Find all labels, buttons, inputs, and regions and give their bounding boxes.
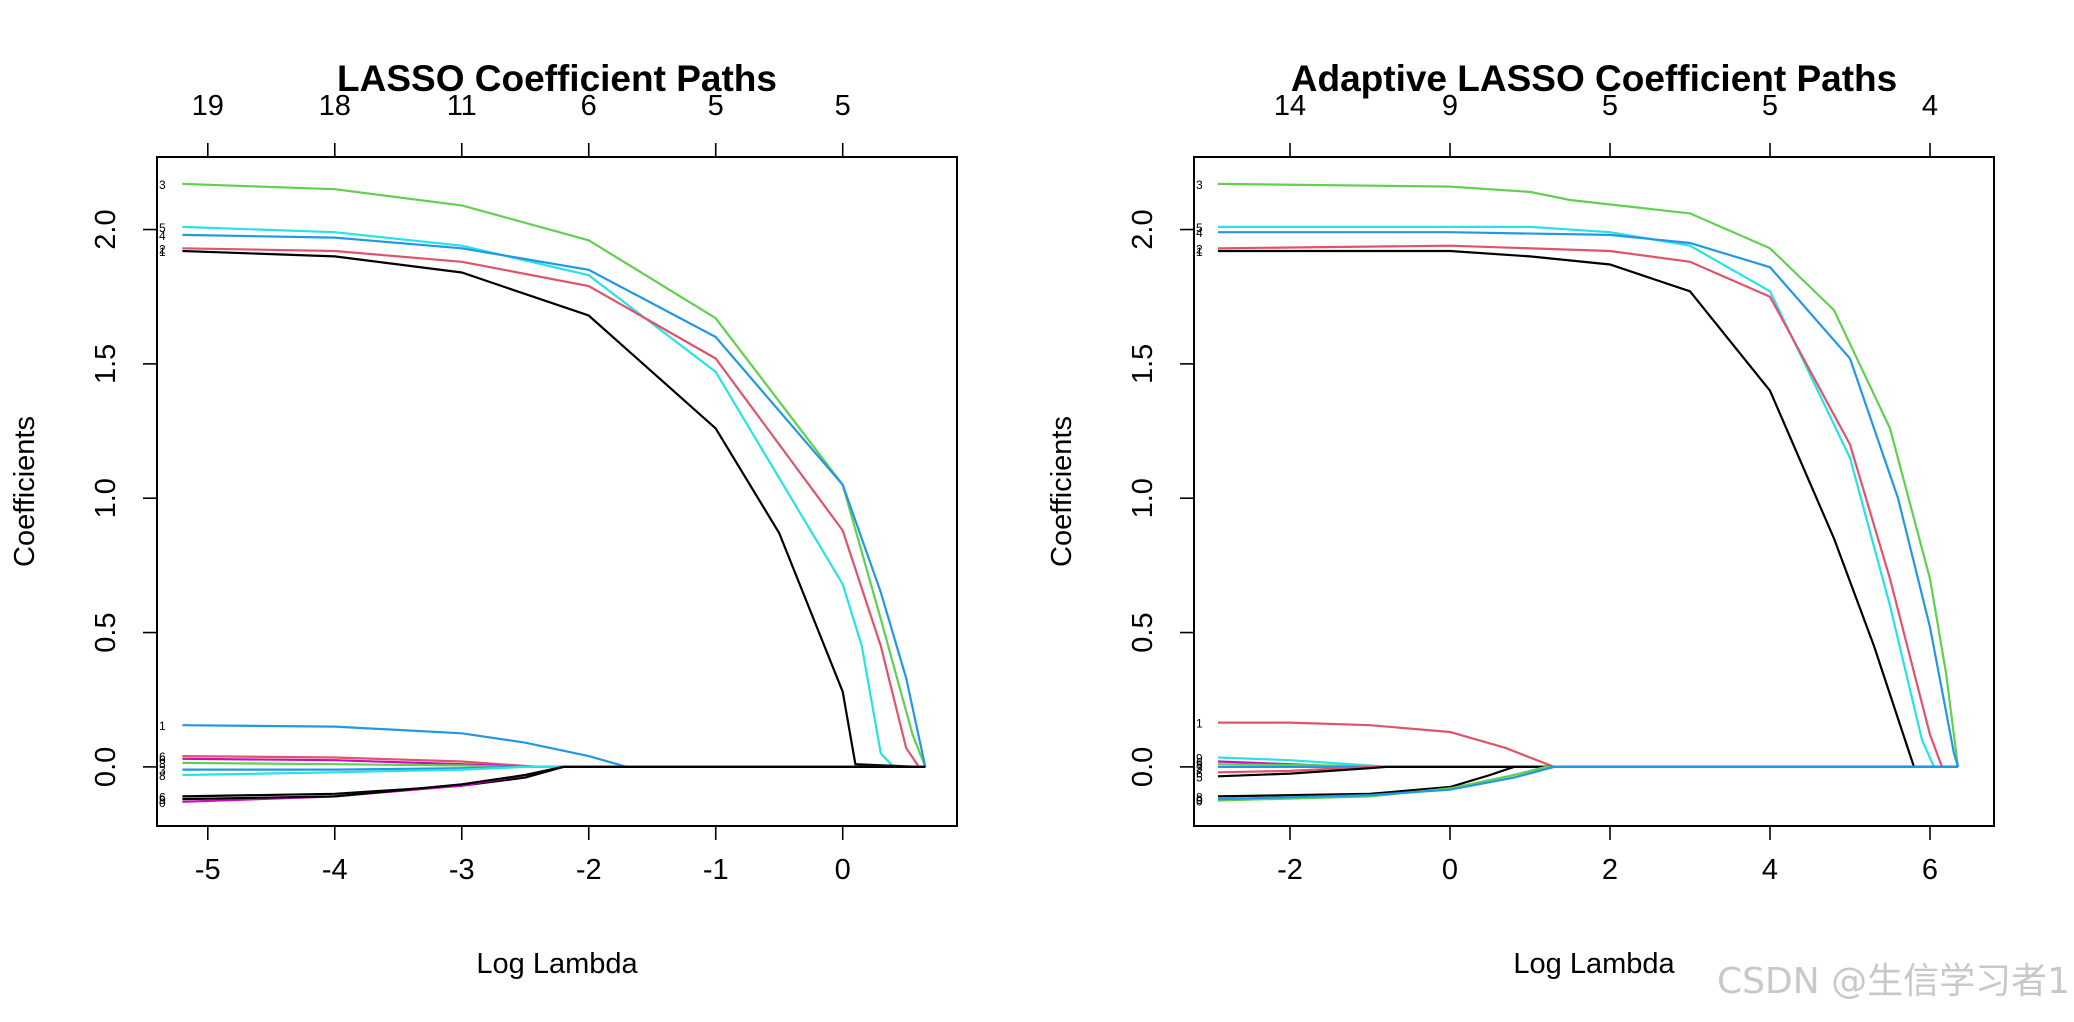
series-label: 8 bbox=[1196, 790, 1203, 804]
series-line-0-6 bbox=[182, 755, 926, 768]
y-tick-label: 1.5 bbox=[90, 344, 122, 384]
series-label: 4 bbox=[1196, 226, 1203, 240]
series-label: 6 bbox=[1196, 756, 1203, 770]
series-line-1-3 bbox=[1217, 244, 1944, 768]
series-label: 3 bbox=[1196, 761, 1203, 775]
x-tick-label: 0 bbox=[835, 854, 851, 886]
series-line-0-3 bbox=[182, 247, 920, 768]
plot-box bbox=[156, 156, 958, 827]
watermark: CSDN @生信学习者1 bbox=[1717, 961, 2070, 1002]
x-axis-label: Log Lambda bbox=[1513, 948, 1675, 980]
y-axis-label: Coefficients bbox=[1046, 416, 1078, 567]
top-tick-label: 14 bbox=[1274, 90, 1306, 122]
top-tick-label: 4 bbox=[1922, 90, 1938, 122]
series-line-0-11 bbox=[182, 765, 926, 798]
series-label: 5 bbox=[1196, 770, 1203, 784]
chart-title: LASSO Coefficient Paths bbox=[337, 58, 777, 99]
series-line-1-1 bbox=[1218, 225, 1936, 768]
series-line-1-0 bbox=[1217, 182, 1960, 768]
x-tick-label: 6 bbox=[1922, 854, 1938, 886]
top-tick-label: 11 bbox=[447, 90, 477, 122]
series-label: 9 bbox=[1196, 793, 1203, 807]
top-tick-label: 9 bbox=[1442, 90, 1458, 122]
series-line-1-4 bbox=[1218, 249, 1958, 768]
series-label: 0 bbox=[159, 796, 166, 810]
x-tick-label: 4 bbox=[1762, 854, 1778, 886]
y-tick-label: 0.0 bbox=[1127, 747, 1159, 787]
x-tick-label: -3 bbox=[449, 854, 475, 886]
series-label: 1 bbox=[1196, 717, 1203, 731]
series-label: 4 bbox=[159, 229, 166, 243]
y-tick-label: 1.0 bbox=[1127, 478, 1159, 518]
top-tick-label: 6 bbox=[581, 90, 597, 122]
y-tick-label: 0.5 bbox=[90, 612, 122, 652]
x-tick-label: 0 bbox=[1442, 854, 1458, 886]
series-line-0-13 bbox=[182, 765, 926, 801]
series-label: 6 bbox=[159, 753, 166, 767]
top-tick-label: 5 bbox=[1762, 90, 1778, 122]
series-label: 2 bbox=[159, 242, 166, 256]
series-line-1-2 bbox=[1218, 231, 1960, 768]
x-tick-label: 2 bbox=[1602, 854, 1618, 886]
y-tick-label: 0.5 bbox=[1127, 612, 1159, 652]
top-tick-label: 19 bbox=[192, 90, 224, 122]
plot-box bbox=[1193, 156, 1995, 827]
series-label: 6 bbox=[159, 790, 166, 804]
series-label: 8 bbox=[1196, 758, 1203, 772]
x-tick-label: -4 bbox=[322, 854, 348, 886]
series-line-0-1 bbox=[182, 225, 895, 768]
y-tick-label: 2.0 bbox=[1127, 209, 1159, 249]
series-label: 6 bbox=[1196, 766, 1203, 780]
x-tick-label: -2 bbox=[1277, 854, 1303, 886]
series-label: 9 bbox=[159, 793, 166, 807]
y-tick-label: 1.5 bbox=[1127, 344, 1159, 384]
x-tick-label: -1 bbox=[703, 854, 729, 886]
x-tick-label: -2 bbox=[576, 854, 602, 886]
series-label: 6 bbox=[159, 750, 166, 764]
series-label: 1 bbox=[159, 245, 166, 259]
top-tick-label: 5 bbox=[708, 90, 724, 122]
series-label: 0 bbox=[1196, 794, 1203, 808]
series-line-0-0 bbox=[182, 182, 927, 768]
series-line-1-5 bbox=[1218, 721, 1958, 768]
series-label: 5 bbox=[159, 221, 166, 235]
series-line-1-14 bbox=[1217, 765, 1958, 801]
series-label: 3 bbox=[159, 178, 166, 192]
series-line-0-4 bbox=[182, 249, 926, 768]
y-tick-label: 2.0 bbox=[90, 209, 122, 249]
series-label: 5 bbox=[1196, 221, 1203, 235]
series-label: 3 bbox=[159, 764, 166, 778]
x-tick-label: -5 bbox=[195, 854, 221, 886]
series-label: 8 bbox=[159, 757, 166, 771]
series-line-0-2 bbox=[182, 233, 927, 768]
series-label: 9 bbox=[1196, 751, 1203, 765]
y-tick-label: 1.0 bbox=[90, 478, 122, 518]
y-axis-label: Coefficients bbox=[9, 416, 41, 567]
top-tick-label: 5 bbox=[835, 90, 851, 122]
series-label: 1 bbox=[1196, 245, 1203, 259]
top-tick-label: 5 bbox=[1602, 90, 1618, 122]
chart-title: Adaptive LASSO Coefficient Paths bbox=[1291, 58, 1898, 99]
x-axis-label: Log Lambda bbox=[476, 948, 638, 980]
series-label: 2 bbox=[1196, 242, 1203, 256]
series-label: 8 bbox=[159, 769, 166, 783]
series-label: 3 bbox=[1196, 178, 1203, 192]
series-label: 1 bbox=[159, 719, 166, 733]
y-tick-label: 0.0 bbox=[90, 747, 122, 787]
top-tick-label: 18 bbox=[319, 90, 351, 122]
